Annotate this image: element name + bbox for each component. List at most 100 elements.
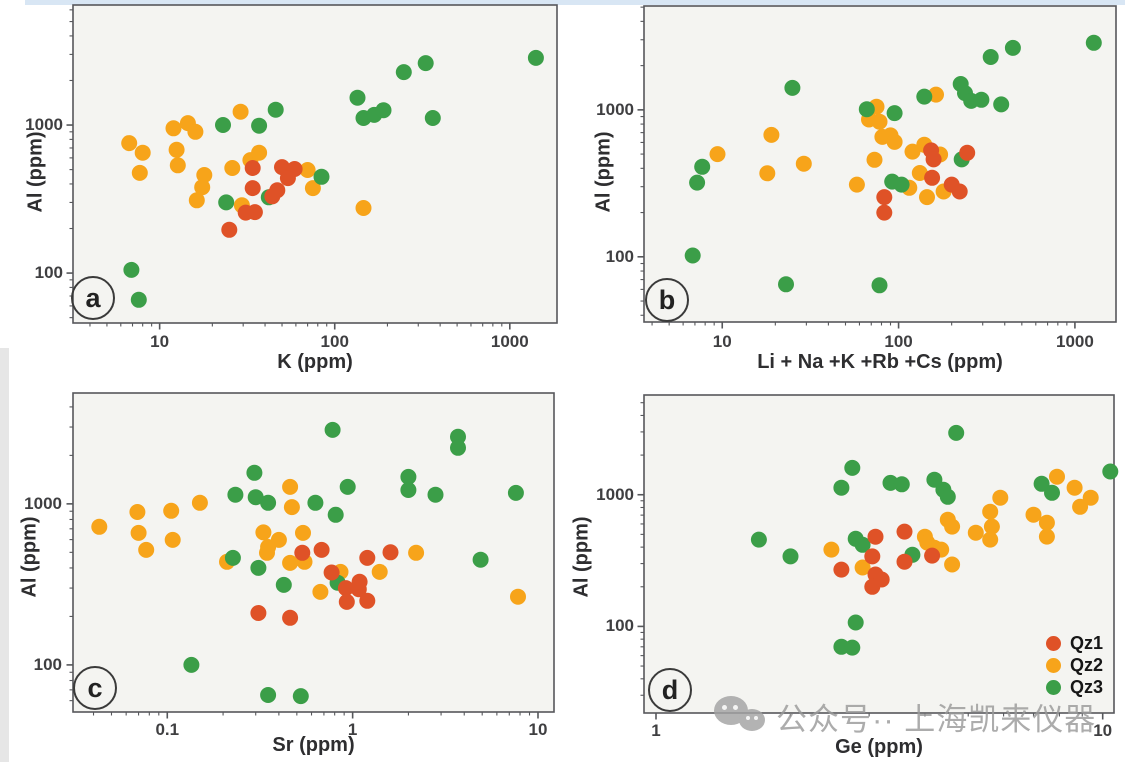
data-point-qz2 xyxy=(251,144,268,161)
data-point-qz3 xyxy=(307,494,324,511)
data-point-qz3 xyxy=(327,506,344,523)
data-point-qz2 xyxy=(904,143,921,160)
data-point-qz1 xyxy=(244,180,261,197)
data-point-qz2 xyxy=(919,189,935,206)
data-point-qz2 xyxy=(138,541,155,558)
data-point-qz2 xyxy=(1066,479,1083,496)
data-point-qz3 xyxy=(339,478,356,495)
panel-d-y-axis-title: Al (ppm) xyxy=(570,516,593,598)
data-point-qz1 xyxy=(924,169,941,186)
data-point-qz3 xyxy=(417,55,434,72)
data-point-qz3 xyxy=(886,105,903,122)
data-point-qz2 xyxy=(823,541,840,558)
data-point-qz2 xyxy=(982,531,999,548)
data-point-qz2 xyxy=(1025,506,1042,523)
data-point-qz2 xyxy=(709,146,726,163)
data-point-qz3 xyxy=(694,158,711,175)
data-point-qz1 xyxy=(313,541,330,558)
data-point-qz2 xyxy=(283,499,300,516)
data-point-qz2 xyxy=(121,135,138,152)
data-point-qz1 xyxy=(876,204,893,221)
x-tick-label: 1000 xyxy=(1055,332,1094,351)
panel-c-label: c xyxy=(73,666,117,710)
data-point-qz1 xyxy=(279,170,296,187)
watermark-text: 公众号·· 上海凯来仪器 xyxy=(776,701,1097,737)
y-tick-label: 1000 xyxy=(596,484,634,504)
y-tick-label: 100 xyxy=(33,654,62,674)
data-point-qz3 xyxy=(782,548,799,565)
panel-b-y-axis-title: Al (ppm) xyxy=(592,131,615,213)
data-point-qz3 xyxy=(267,101,284,118)
data-point-qz2 xyxy=(763,126,780,143)
x-tick-label: 10 xyxy=(1093,721,1113,740)
x-tick-label: 1 xyxy=(347,720,358,739)
data-point-qz2 xyxy=(1038,528,1055,545)
data-point-qz2 xyxy=(134,144,151,161)
data-point-qz3 xyxy=(450,439,466,456)
data-point-qz3 xyxy=(684,247,701,264)
data-point-qz3 xyxy=(993,96,1010,113)
data-point-qz3 xyxy=(1102,463,1119,480)
data-point-qz3 xyxy=(750,531,767,548)
y-tick-label: 1000 xyxy=(596,99,634,119)
legend-label-qz2: Qz2 xyxy=(1070,655,1104,675)
data-point-qz2 xyxy=(282,478,299,495)
data-point-qz2 xyxy=(992,489,1009,506)
data-point-qz1 xyxy=(925,151,942,168)
panel-d-label: d xyxy=(648,668,692,712)
y-tick-label: 1000 xyxy=(24,493,62,513)
data-point-qz3 xyxy=(275,576,292,593)
data-point-qz2 xyxy=(232,103,249,120)
data-point-qz3 xyxy=(982,49,999,65)
data-point-qz2 xyxy=(196,167,213,183)
data-point-qz1 xyxy=(244,160,261,176)
data-point-qz3 xyxy=(215,117,231,133)
data-point-qz2 xyxy=(191,494,208,511)
data-point-qz3 xyxy=(247,489,264,506)
x-tick-label: 0.1 xyxy=(155,720,180,739)
wechat-icon xyxy=(712,692,770,740)
data-point-qz1 xyxy=(282,609,299,626)
data-point-qz3 xyxy=(224,549,241,566)
data-point-qz1 xyxy=(867,528,884,545)
data-point-qz3 xyxy=(778,276,794,293)
data-point-qz1 xyxy=(382,544,399,561)
legend-item-qz2: Qz2 xyxy=(1046,654,1103,676)
data-point-qz3 xyxy=(183,656,200,673)
data-point-qz2 xyxy=(163,502,180,519)
panel-c-x-axis-title: Sr (ppm) xyxy=(272,734,355,756)
data-point-qz3 xyxy=(893,176,910,193)
data-point-qz1 xyxy=(323,564,340,581)
data-point-qz3 xyxy=(784,79,801,96)
x-tick-label: 10 xyxy=(712,332,732,351)
data-point-qz1 xyxy=(896,553,913,570)
legend-item-qz1: Qz1 xyxy=(1046,632,1103,654)
data-point-qz3 xyxy=(844,639,861,656)
data-point-qz3 xyxy=(349,89,366,106)
data-point-qz3 xyxy=(424,110,441,126)
panel-a-y-axis-title: Al (ppm) xyxy=(24,131,47,213)
data-point-qz1 xyxy=(338,593,355,610)
data-point-qz1 xyxy=(250,605,267,621)
data-point-qz1 xyxy=(873,571,890,588)
data-point-qz3 xyxy=(472,551,489,568)
data-point-qz2 xyxy=(299,162,316,178)
data-point-qz2 xyxy=(194,179,211,196)
data-point-qz3 xyxy=(847,614,864,631)
x-tick-label: 1000 xyxy=(490,332,529,351)
data-point-qz2 xyxy=(165,120,182,137)
data-point-qz2 xyxy=(854,559,871,576)
panel-b-x-axis-title: Li + Na +K +Rb +Cs (ppm) xyxy=(757,351,1003,373)
data-point-qz2 xyxy=(944,556,961,573)
data-point-qz2 xyxy=(295,524,311,541)
panel-a-x-axis-title: K (ppm) xyxy=(277,351,353,373)
data-point-qz3 xyxy=(313,168,330,185)
x-tick-label: 100 xyxy=(884,332,913,351)
data-point-qz3 xyxy=(450,428,466,445)
data-point-qz3 xyxy=(250,559,267,576)
data-point-qz2 xyxy=(224,160,241,176)
data-point-qz3 xyxy=(123,261,140,278)
data-point-qz2 xyxy=(130,524,147,541)
